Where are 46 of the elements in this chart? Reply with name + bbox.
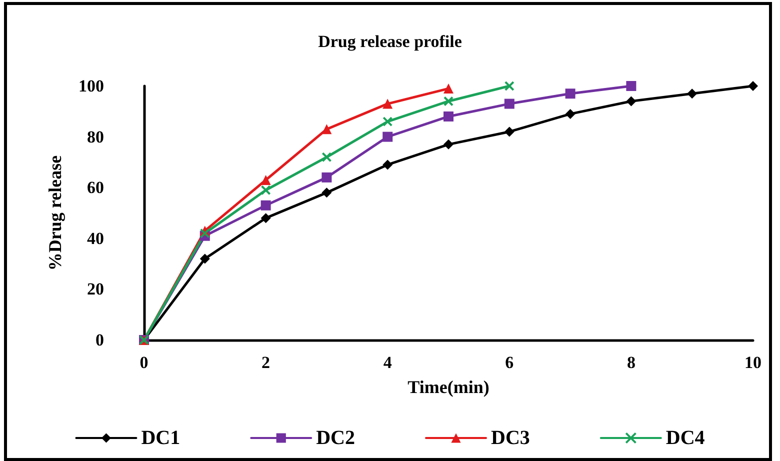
legend-label: DC1 (141, 427, 180, 449)
point (322, 124, 332, 134)
point (444, 111, 454, 122)
x-tick-label: 6 (505, 353, 514, 372)
point (626, 96, 636, 106)
y-tick-label: 0 (96, 330, 104, 350)
point (565, 88, 576, 99)
point (260, 174, 271, 185)
y-tick-label: 80 (87, 127, 104, 146)
point (382, 160, 393, 170)
x-tick-label: 4 (383, 353, 392, 372)
point (260, 185, 271, 196)
point (444, 84, 454, 94)
legend-label: DC4 (666, 427, 705, 449)
x-axis-title: Time(min) (408, 377, 490, 397)
legend-label: DC3 (491, 427, 530, 449)
x-tick-label: 2 (262, 353, 270, 372)
x-tick-label: 8 (626, 353, 636, 372)
point (626, 81, 636, 91)
point (687, 88, 698, 99)
point (444, 139, 454, 150)
point (322, 188, 332, 198)
x-tick-label: 0 (140, 353, 148, 372)
point (504, 126, 514, 137)
point (382, 116, 393, 127)
point (382, 98, 393, 109)
y-tick-label: 20 (87, 280, 104, 299)
chart-title: Drug release profile (318, 32, 462, 51)
y-tick-label: 40 (87, 228, 104, 248)
point (382, 132, 393, 142)
legend-label: DC2 (316, 427, 356, 449)
point (260, 200, 271, 210)
y-axis-title: %Drug release (45, 155, 65, 271)
point (504, 98, 514, 109)
point (200, 228, 210, 238)
point (200, 254, 210, 264)
point (260, 213, 271, 224)
point (322, 152, 332, 162)
x-tick-label: 10 (744, 353, 762, 372)
y-tick-label: 60 (87, 178, 104, 198)
point (748, 81, 758, 91)
point (504, 81, 514, 91)
point (322, 172, 332, 182)
point (565, 108, 576, 119)
point (444, 96, 454, 106)
y-tick-label: 100 (78, 76, 104, 96)
